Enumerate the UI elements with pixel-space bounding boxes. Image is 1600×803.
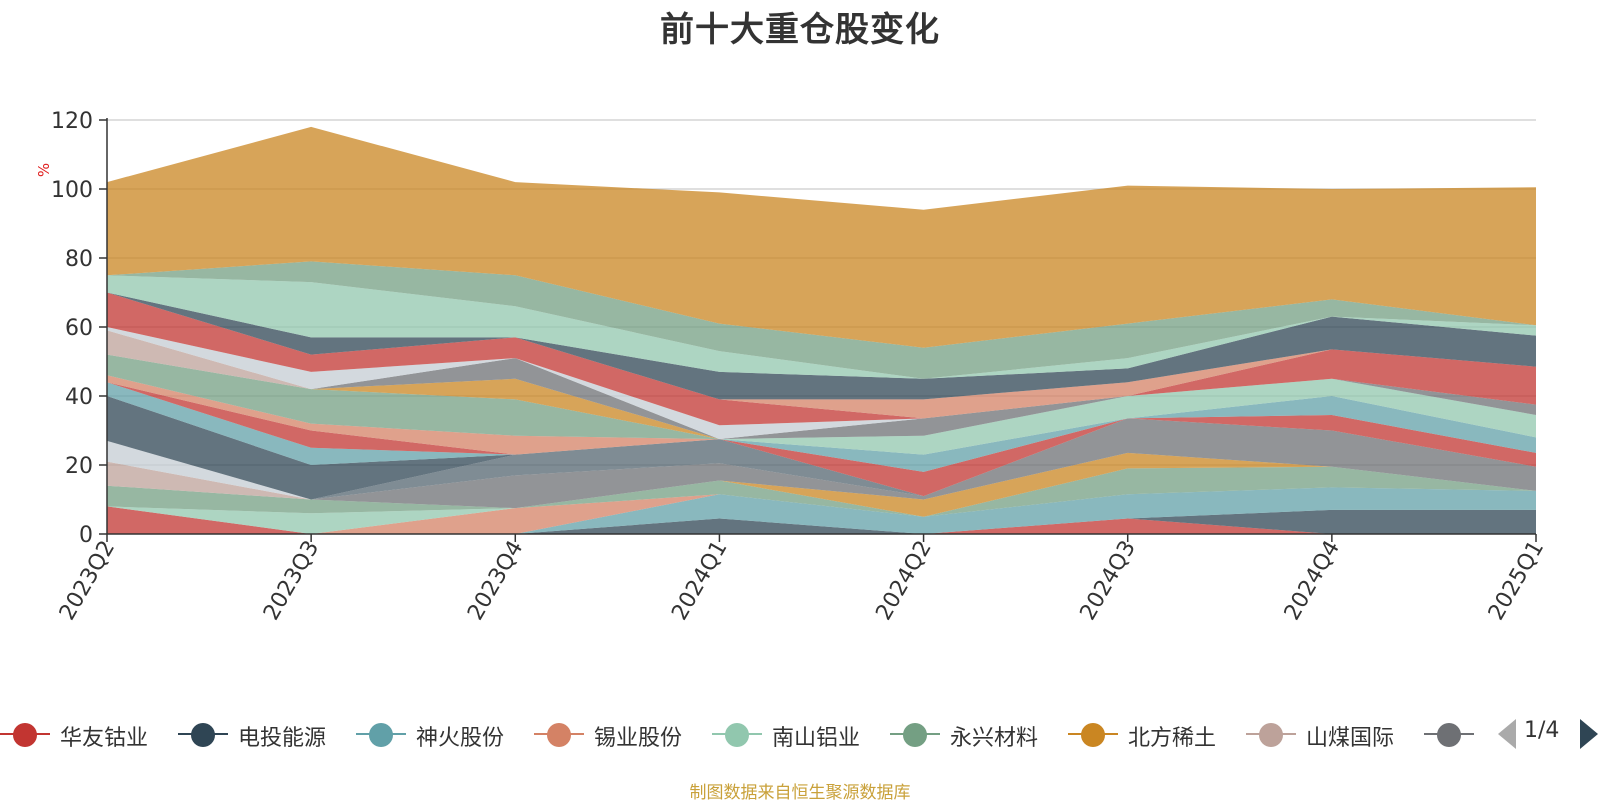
area-series-15[interactable] bbox=[107, 375, 1536, 472]
y-tick-label: 40 bbox=[65, 385, 93, 410]
legend-marker bbox=[13, 723, 37, 747]
x-tick-label: 2025Q1 bbox=[1484, 537, 1549, 625]
area-series-28[interactable] bbox=[107, 126, 1536, 348]
area-layer bbox=[107, 126, 1536, 534]
y-tick-label: 80 bbox=[65, 247, 93, 272]
area-series-25[interactable] bbox=[107, 292, 1536, 400]
legend-pager: 1/4 bbox=[1498, 716, 1600, 752]
legend-marker bbox=[191, 723, 215, 747]
legend-label: 北方稀土 bbox=[1128, 726, 1217, 751]
area-series-6[interactable] bbox=[107, 466, 1536, 517]
area-series-23[interactable] bbox=[107, 292, 1536, 426]
prev-page-icon[interactable] bbox=[1498, 719, 1516, 749]
legend-label: 电投能源 bbox=[238, 726, 327, 751]
x-tick-label: 2023Q2 bbox=[55, 537, 120, 625]
legend-marker bbox=[1081, 723, 1105, 747]
legend-label: 永兴材料 bbox=[950, 726, 1039, 751]
chart-title: 前十大重仓股变化 bbox=[660, 10, 940, 50]
area-series-2[interactable] bbox=[107, 506, 1536, 534]
source-note: 制图数据来自恒生聚源数据库 bbox=[689, 783, 911, 803]
legend-item-partial[interactable] bbox=[1424, 716, 1498, 752]
x-tick-label: 2024Q2 bbox=[871, 537, 936, 625]
area-series-17[interactable] bbox=[107, 354, 1536, 455]
legend-label: 锡业股份 bbox=[594, 726, 683, 751]
legend-label: 华友钴业 bbox=[60, 726, 149, 751]
x-tick-label: 2024Q3 bbox=[1076, 537, 1141, 625]
y-tick-label: 60 bbox=[65, 316, 93, 341]
legend-marker bbox=[1437, 723, 1461, 747]
stacked-area-chart: 0 20 40 60 80 100 120% 2023Q2 2023Q3 2023Q4 2024Q1… bbox=[35, 109, 1549, 625]
area-series-4[interactable] bbox=[107, 487, 1536, 534]
x-tick-label: 2023Q4 bbox=[463, 537, 528, 625]
legend-marker bbox=[725, 723, 749, 747]
x-tick-label: 2024Q1 bbox=[667, 537, 732, 625]
page-indicator: 1/4 bbox=[1524, 718, 1560, 743]
area-series-26[interactable] bbox=[107, 275, 1536, 379]
next-page-icon[interactable] bbox=[1580, 719, 1598, 749]
y-axis-unit: % bbox=[35, 163, 53, 177]
legend: 华友钴业 电投能源 神火股份 锡业股份 南山铝业 永兴材料 北方稀土 山煤国际 bbox=[0, 716, 1600, 756]
legend-marker bbox=[1259, 723, 1283, 747]
legend-marker bbox=[547, 723, 571, 747]
area-series-21[interactable] bbox=[107, 330, 1536, 440]
legend-label: 山煤国际 bbox=[1306, 726, 1395, 751]
y-tick-label: 120 bbox=[51, 109, 93, 134]
y-tick-label: 0 bbox=[79, 523, 93, 548]
area-series-20[interactable] bbox=[107, 330, 1536, 455]
y-tick-label: 100 bbox=[51, 178, 93, 203]
legend-marker bbox=[903, 723, 927, 747]
y-tick-label: 20 bbox=[65, 454, 93, 479]
legend-label: 神火股份 bbox=[416, 726, 505, 751]
x-tick-label: 2024Q4 bbox=[1280, 537, 1345, 625]
area-series-9[interactable] bbox=[107, 418, 1536, 509]
area-series-27[interactable] bbox=[107, 261, 1536, 379]
area-series-3[interactable] bbox=[107, 487, 1536, 534]
area-series-10[interactable] bbox=[107, 418, 1536, 500]
legend-marker bbox=[369, 723, 393, 747]
x-tick-label: 2023Q3 bbox=[259, 537, 324, 625]
legend-label: 南山铝业 bbox=[772, 726, 861, 751]
area-series-16[interactable] bbox=[107, 375, 1536, 472]
area-series-1[interactable] bbox=[107, 506, 1536, 534]
